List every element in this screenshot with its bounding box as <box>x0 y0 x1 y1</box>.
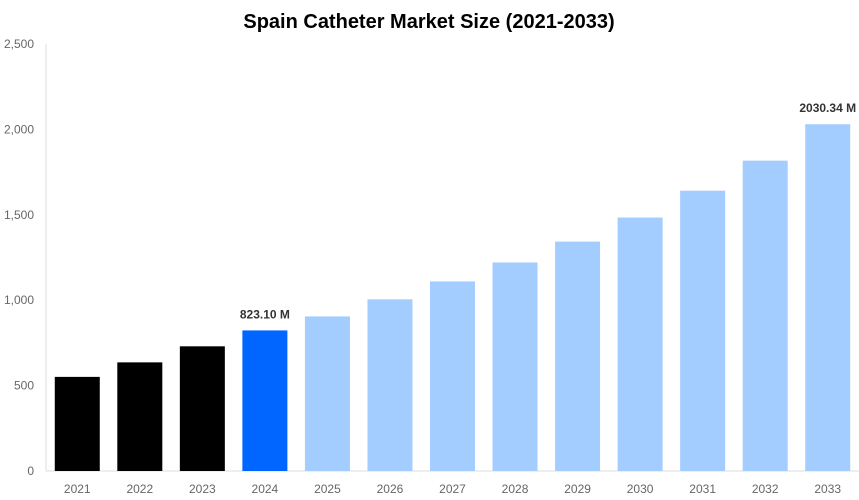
x-tick-label: 2026 <box>377 482 404 496</box>
bar-2030 <box>617 217 663 471</box>
x-tick-label: 2030 <box>627 482 654 496</box>
bar-2032 <box>742 160 788 471</box>
bar-2025 <box>304 316 350 471</box>
bar-2033 <box>805 124 851 471</box>
bar-2026 <box>367 299 413 471</box>
x-tick-label: 2033 <box>814 482 841 496</box>
bar-2028 <box>492 262 538 471</box>
bar-2024 <box>242 330 288 471</box>
y-tick-label: 1,500 <box>4 208 34 222</box>
x-tick-label: 2023 <box>189 482 216 496</box>
bar-2021 <box>54 376 100 471</box>
bar-2022 <box>117 362 163 471</box>
data-label: 2030.34 M <box>799 101 856 115</box>
x-tick-label: 2028 <box>502 482 529 496</box>
y-tick-label: 2,500 <box>4 37 34 51</box>
bar-2023 <box>179 346 225 471</box>
x-tick-label: 2024 <box>252 482 279 496</box>
x-tick-label: 2031 <box>689 482 716 496</box>
x-tick-label: 2029 <box>564 482 591 496</box>
x-tick-label: 2022 <box>126 482 153 496</box>
y-tick-label: 1,000 <box>4 293 34 307</box>
bar-2029 <box>555 241 601 471</box>
y-tick-label: 0 <box>27 464 34 478</box>
x-tick-label: 2025 <box>314 482 341 496</box>
x-tick-label: 2032 <box>752 482 779 496</box>
x-tick-label: 2027 <box>439 482 466 496</box>
y-tick-label: 500 <box>14 379 34 393</box>
data-label: 823.10 M <box>240 307 290 321</box>
bar-2027 <box>430 281 475 471</box>
x-tick-label: 2021 <box>64 482 91 496</box>
bar-2031 <box>680 190 726 471</box>
chart-title: Spain Catheter Market Size (2021-2033) <box>243 11 614 33</box>
y-tick-label: 2,000 <box>4 122 34 136</box>
